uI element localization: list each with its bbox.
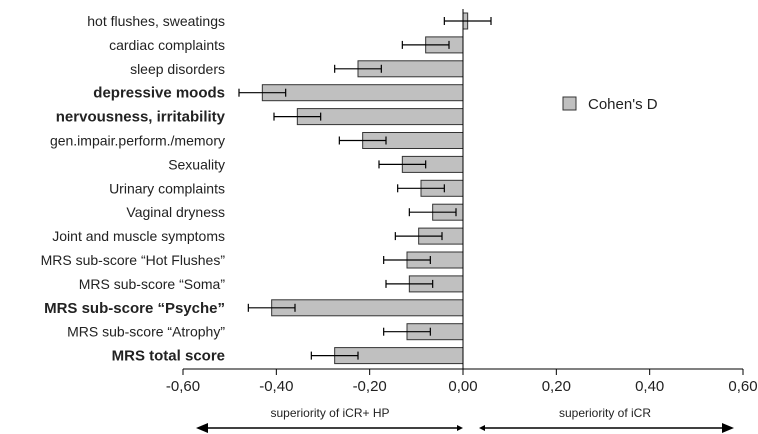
- category-label: depressive moods: [93, 85, 225, 102]
- x-tick-label: 0,00: [448, 378, 477, 395]
- x-tick-label: -0,20: [353, 378, 387, 395]
- right-arrow-tail: [479, 425, 485, 431]
- bar: [296, 108, 464, 126]
- category-label: MRS sub-score “Atrophy”: [67, 324, 225, 340]
- left-arrow-head: [196, 423, 208, 433]
- category-label: sleep disorders: [130, 61, 225, 77]
- category-label: nervousness, irritability: [56, 109, 226, 126]
- left-arrow-label: superiority of iCR+ HP: [270, 406, 389, 420]
- x-tick-label: -0,40: [259, 378, 293, 395]
- x-tick-label: 0,60: [728, 378, 757, 395]
- category-label: Joint and muscle symptoms: [52, 228, 225, 244]
- category-label: Sexuality: [168, 156, 225, 172]
- category-labels: hot flushes, sweatings cardiac complaints…: [41, 13, 226, 365]
- legend-label: Cohen's D: [588, 96, 658, 113]
- category-label: cardiac complaints: [109, 37, 225, 53]
- category-label: hot flushes, sweatings: [87, 13, 225, 29]
- category-label: MRS sub-score “Psyche”: [44, 300, 225, 317]
- legend: Cohen's D: [562, 96, 658, 113]
- x-tick-label: -0,60: [166, 378, 200, 395]
- annotation-arrows: superiority of iCR+ HP superiority of iC…: [196, 406, 734, 433]
- category-label: Vaginal dryness: [126, 204, 225, 220]
- bars-group: [238, 12, 492, 365]
- right-arrow-label: superiority of iCR: [559, 406, 651, 420]
- category-label: Urinary complaints: [109, 180, 225, 196]
- legend-swatch: [562, 96, 577, 111]
- category-label: MRS sub-score “Hot Flushes”: [41, 252, 226, 268]
- x-tick-label: 0,20: [542, 378, 571, 395]
- category-label: gen.impair.perform./memory: [50, 133, 225, 149]
- bar: [271, 299, 464, 317]
- left-arrow-tail: [457, 425, 463, 431]
- x-axis: -0,60 -0,40 -0,20 0,00 0,20 0,40 0,60: [166, 9, 758, 395]
- category-label: MRS total score: [112, 348, 225, 365]
- category-label: MRS sub-score “Soma”: [79, 276, 226, 292]
- right-arrow-head: [722, 423, 734, 433]
- x-tick-label: 0,40: [635, 378, 664, 395]
- bar: [261, 84, 464, 102]
